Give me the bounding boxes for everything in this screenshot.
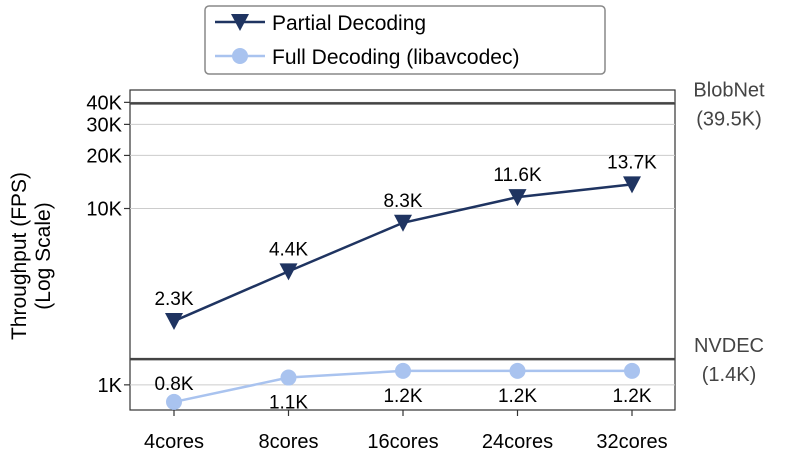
legend-marker-full <box>232 48 248 64</box>
series-1-label-3: 1.2K <box>498 386 537 407</box>
series-0-label-4: 13.7K <box>607 152 657 173</box>
reference-label-0-line1: BlobNet <box>693 79 765 101</box>
series-1-label-4: 1.2K <box>612 386 651 407</box>
series-0-point-2 <box>394 214 412 232</box>
reference-lines: BlobNet (39.5K) NVDEC (1.4K) <box>130 79 765 386</box>
x-tick-label-4: 32cores <box>596 431 667 453</box>
x-tick-label-1: 8cores <box>258 431 318 453</box>
series-0-label-0: 2.3K <box>154 289 193 310</box>
y-tick-label-0: 1K <box>98 375 123 397</box>
series-0-point-4 <box>623 176 641 194</box>
reference-label-0-line2: (39.5K) <box>696 108 762 130</box>
y-tick-label-4: 40K <box>86 92 122 114</box>
reference-label-1-line1: NVDEC <box>694 335 764 357</box>
x-ticks: 4cores 8cores 16cores 24cores 32cores <box>144 410 668 453</box>
y-axis-title-line2: (Log Scale) <box>32 202 55 309</box>
legend: Partial Decoding Full Decoding (libavcod… <box>204 5 606 75</box>
y-tick-label-1: 10K <box>86 199 122 221</box>
y-tick-label-3: 30K <box>86 114 122 136</box>
y-tick-label-2: 20K <box>86 145 122 167</box>
series-0-point-1 <box>279 263 298 281</box>
grid-layer <box>130 101 675 386</box>
series-0-point-3 <box>508 189 527 207</box>
series-0-label-3: 11.6K <box>493 165 542 186</box>
series-1-point-2 <box>395 362 411 379</box>
x-tick-label-3: 24cores <box>482 431 553 453</box>
legend-label-partial: Partial Decoding <box>272 12 426 35</box>
series-0-label-2: 8.3K <box>383 191 422 212</box>
series-1-label-0: 0.8K <box>154 374 193 395</box>
series-1-point-1 <box>280 369 297 386</box>
legend-box <box>204 5 606 75</box>
y-axis-title-line1: Throughput (FPS) <box>8 172 31 340</box>
x-tick-label-0: 4cores <box>144 431 204 453</box>
series-layer: 2.3K 4.4K 8.3K 11.6K 13.7K 0.8K 1.1K 1.2K 1.2K 1.… <box>154 152 657 413</box>
legend-label-full: Full Decoding (libavcodec) <box>272 46 519 69</box>
series-1-point-3 <box>509 362 526 379</box>
series-1-label-1: 1.1K <box>269 393 308 414</box>
series-1-point-4 <box>624 362 640 379</box>
series-1-label-2: 1.2K <box>383 386 422 407</box>
series-0-label-1: 4.4K <box>269 239 308 260</box>
plot-frame <box>129 89 676 411</box>
series-1-point-0 <box>166 393 182 410</box>
series-0-point-0 <box>165 313 183 331</box>
x-tick-label-2: 16cores <box>367 431 438 453</box>
legend-marker-partial <box>231 14 249 31</box>
reference-label-1-line2: (1.4K) <box>702 364 756 386</box>
